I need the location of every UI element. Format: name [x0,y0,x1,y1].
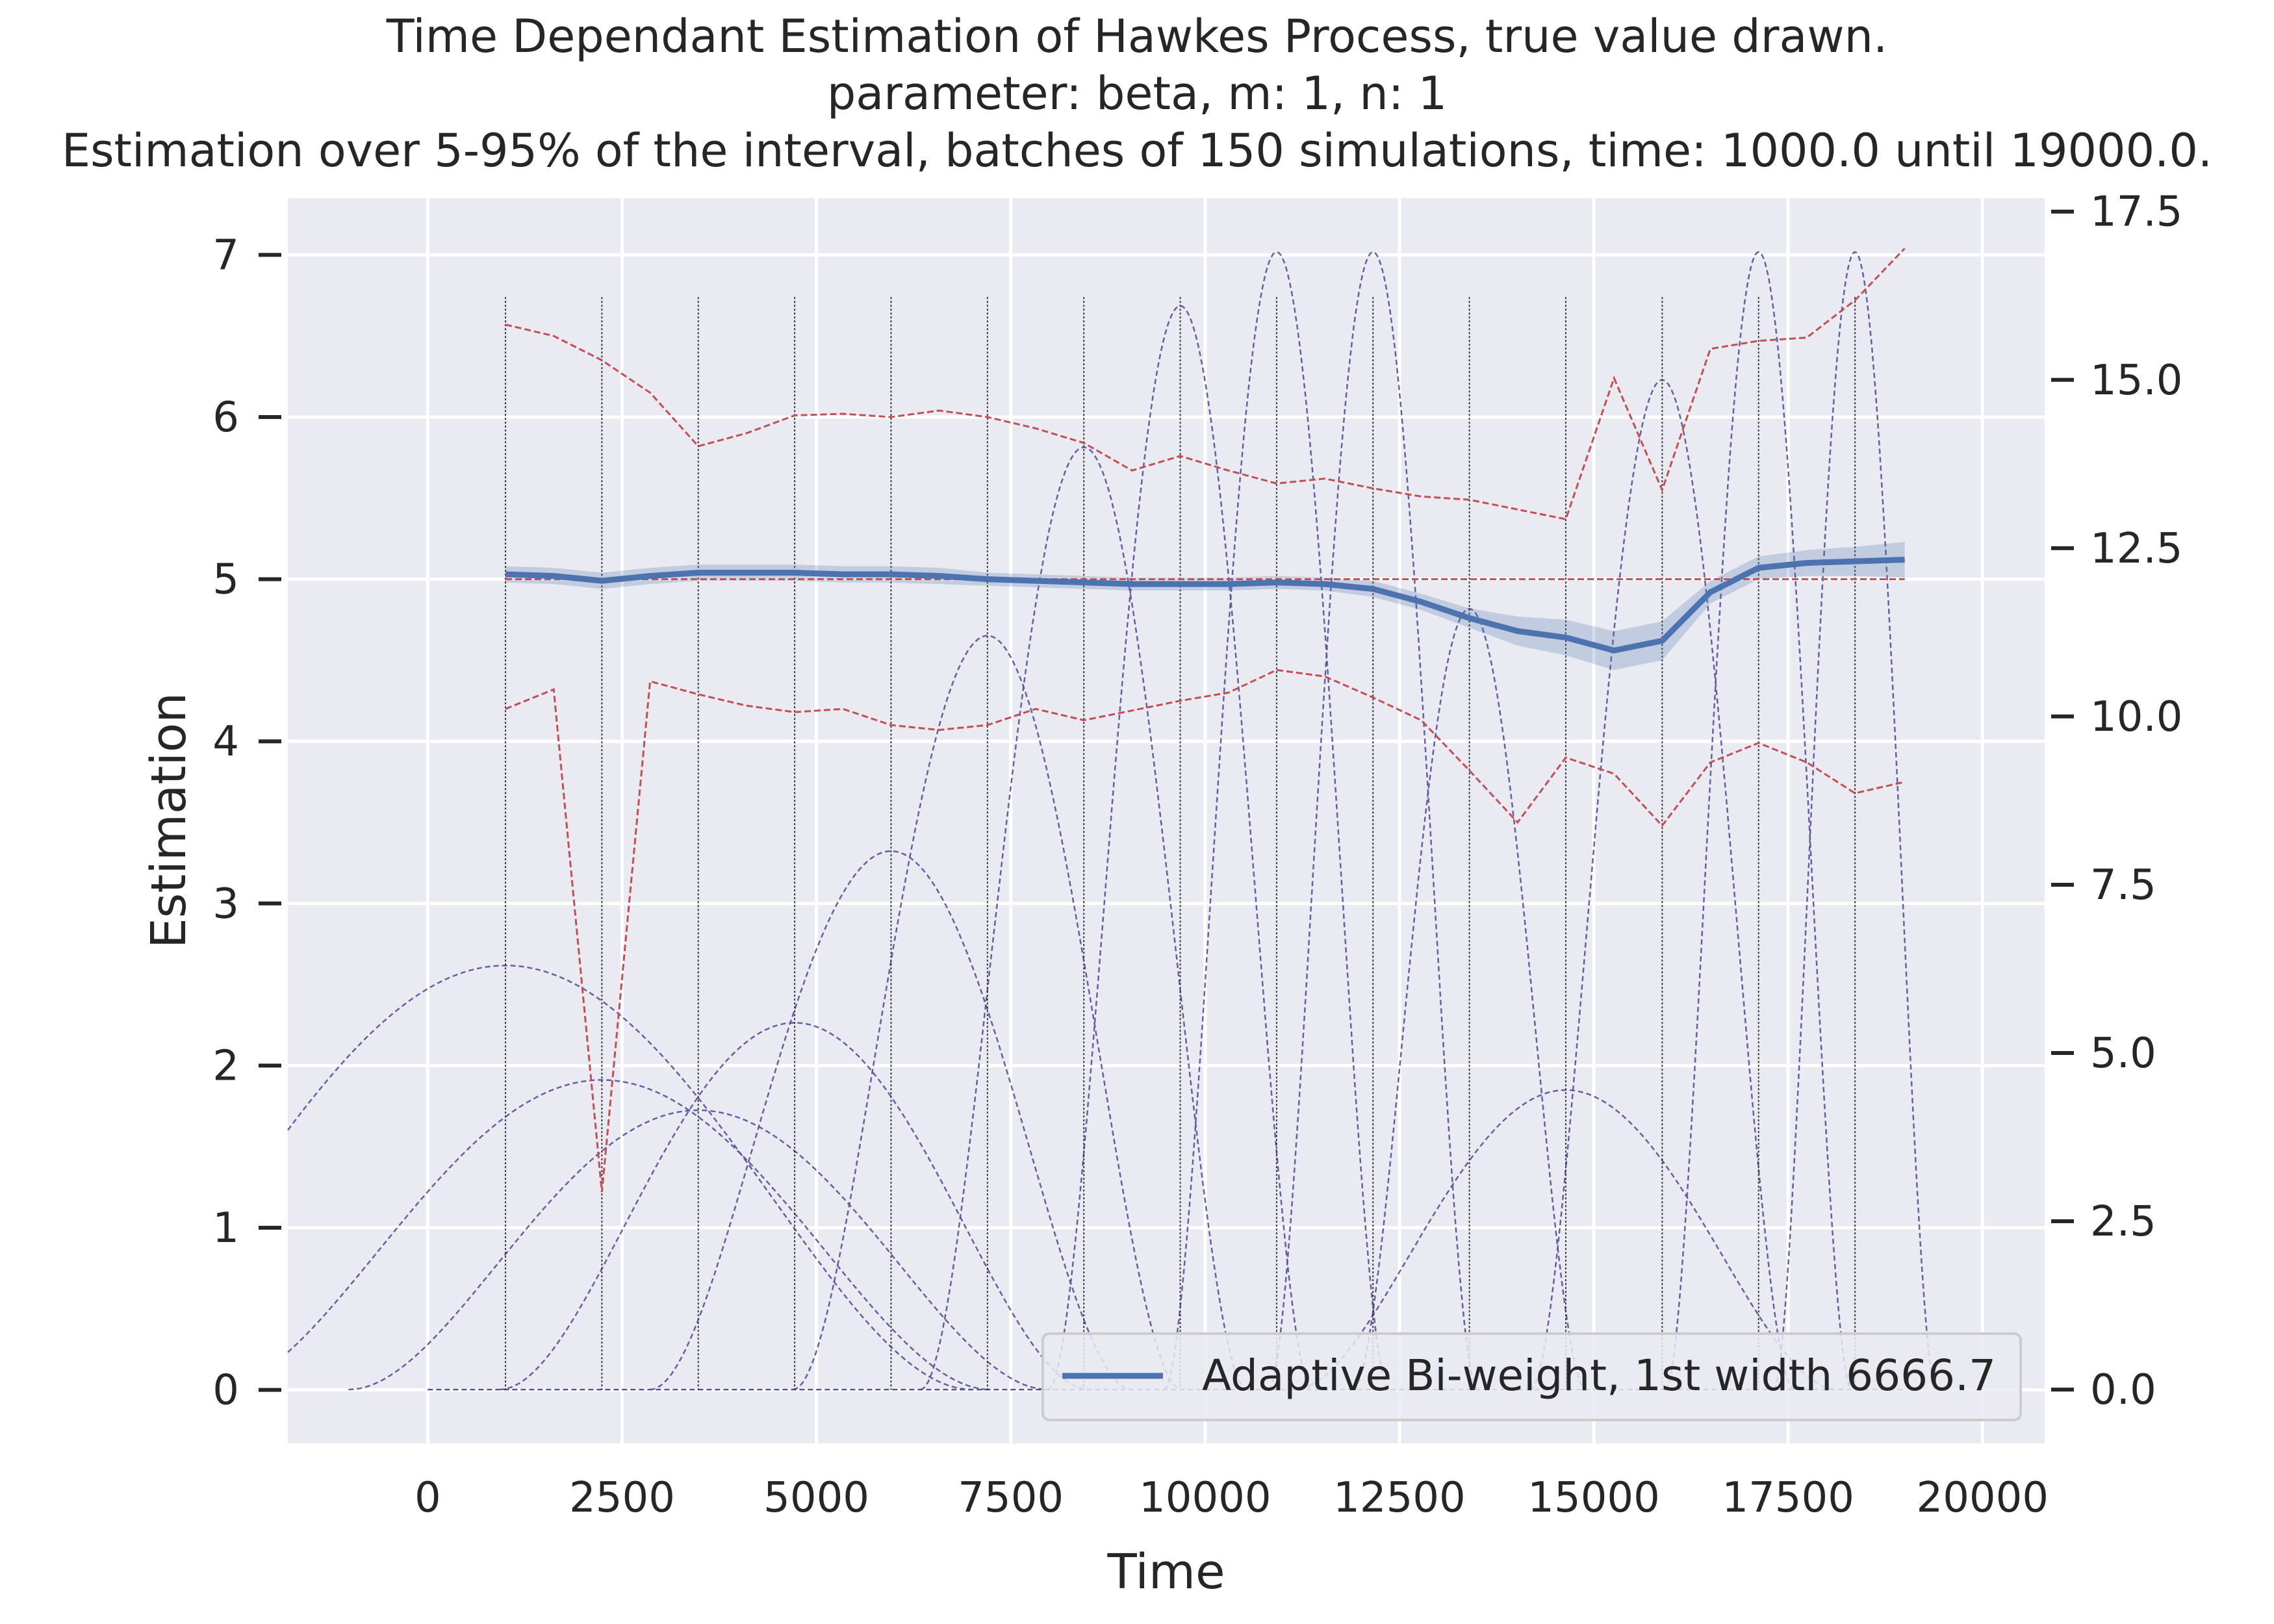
x-tick-label: 5000 [763,1474,869,1522]
kernel-curve [287,965,972,1391]
series-group [505,247,1906,1193]
y-tick-label: 2 [212,1042,239,1090]
title-line-3: Estimation over 5-95% of the interval, b… [62,124,2212,177]
gridlines [288,198,2045,1443]
x-tick-label: 17500 [1722,1474,1854,1522]
kernel-curve [1352,607,1587,1391]
vertical-marker-lines [505,297,1856,1390]
quantile-line [505,668,1905,1193]
legend-box [1041,1332,2022,1421]
legend-label-estimate: Adaptive Bi-weight, 1st width 6666.7 [1202,1351,1996,1401]
y2-tick-label: 5.0 [2090,1030,2156,1078]
kernel-curve [920,446,1247,1391]
kernel-curve [348,1109,1049,1391]
x-tick-label: 2500 [569,1474,675,1522]
axes: 0 2500 5000 7500 10000 12500 15000 17500 20000 0 1… [212,188,2182,1522]
plot-area [288,198,2045,1443]
kernel-curve [1772,251,1937,1391]
y-tick-label: 4 [212,718,239,766]
y2-tick-label: 7.5 [2090,861,2156,909]
y2-tick-label: 10.0 [2090,693,2183,741]
estimate-line [505,557,1905,653]
y-axis-label: Estimation [141,692,197,948]
y-tick-label: 7 [212,231,239,279]
y-tick-label: 0 [212,1367,239,1415]
y2-tick-label: 15.0 [2090,357,2183,405]
kernel-curve [1047,305,1313,1391]
x-tick-label: 15000 [1527,1474,1660,1522]
kernel-curve [793,635,1182,1391]
y-tick-label: 6 [212,394,239,442]
chart-title: Time Dependant Estimation of Hawkes Proc… [62,10,2212,177]
y2-tick-label: 0.0 [2090,1366,2156,1414]
x-tick-label: 20000 [1916,1474,2049,1522]
y-tick-label: 1 [212,1204,239,1252]
legend: Adaptive Bi-weight, 1st width 6666.7 [1041,1332,2022,1421]
x-tick-label: 10000 [1139,1474,1271,1522]
kernel-curve [650,850,1132,1391]
x-axis-label: Time [1106,1544,1225,1600]
x-tick-label: 0 [415,1474,441,1522]
kernel-curve [287,1079,991,1391]
y-tick-label: 5 [212,556,239,604]
y2-tick-label: 2.5 [2090,1198,2156,1246]
x-tick-label: 7500 [958,1474,1064,1522]
title-line-2: parameter: beta, m: 1, n: 1 [827,67,1447,120]
kernel-curve [1665,251,1853,1391]
y-tick-label: 3 [212,880,239,928]
quantile-line [505,247,1906,520]
x-tick-label: 12500 [1333,1474,1466,1522]
title-line-1: Time Dependant Estimation of Hawkes Proc… [386,10,1888,63]
y2-tick-label: 17.5 [2090,188,2183,236]
kernel-curve [1267,251,1479,1391]
y2-tick-label: 12.5 [2090,525,2183,573]
kernel-curve [499,1022,1090,1391]
